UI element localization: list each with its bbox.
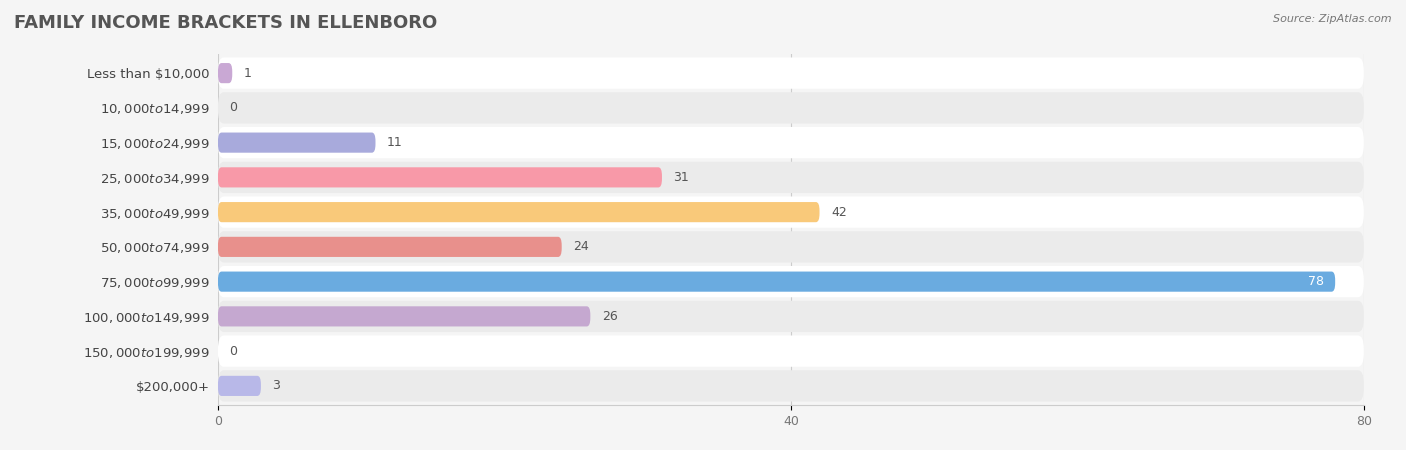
FancyBboxPatch shape bbox=[218, 266, 1364, 297]
FancyBboxPatch shape bbox=[218, 127, 1364, 158]
Text: 26: 26 bbox=[602, 310, 617, 323]
Text: 0: 0 bbox=[229, 345, 238, 358]
Text: 11: 11 bbox=[387, 136, 402, 149]
Text: 0: 0 bbox=[229, 101, 238, 114]
FancyBboxPatch shape bbox=[218, 133, 375, 153]
FancyBboxPatch shape bbox=[218, 92, 1364, 123]
FancyBboxPatch shape bbox=[218, 197, 1364, 228]
FancyBboxPatch shape bbox=[218, 202, 820, 222]
FancyBboxPatch shape bbox=[218, 306, 591, 326]
FancyBboxPatch shape bbox=[218, 63, 232, 83]
Text: 3: 3 bbox=[273, 379, 280, 392]
FancyBboxPatch shape bbox=[218, 58, 1364, 89]
Text: 1: 1 bbox=[243, 67, 252, 80]
Text: 31: 31 bbox=[673, 171, 689, 184]
Text: Source: ZipAtlas.com: Source: ZipAtlas.com bbox=[1274, 14, 1392, 23]
Text: 78: 78 bbox=[1308, 275, 1323, 288]
FancyBboxPatch shape bbox=[218, 231, 1364, 262]
FancyBboxPatch shape bbox=[218, 167, 662, 188]
FancyBboxPatch shape bbox=[218, 271, 1336, 292]
Text: 24: 24 bbox=[574, 240, 589, 253]
FancyBboxPatch shape bbox=[218, 301, 1364, 332]
FancyBboxPatch shape bbox=[218, 376, 262, 396]
FancyBboxPatch shape bbox=[218, 237, 562, 257]
FancyBboxPatch shape bbox=[218, 162, 1364, 193]
Text: FAMILY INCOME BRACKETS IN ELLENBORO: FAMILY INCOME BRACKETS IN ELLENBORO bbox=[14, 14, 437, 32]
FancyBboxPatch shape bbox=[218, 370, 1364, 401]
FancyBboxPatch shape bbox=[218, 336, 1364, 367]
Text: 42: 42 bbox=[831, 206, 846, 219]
